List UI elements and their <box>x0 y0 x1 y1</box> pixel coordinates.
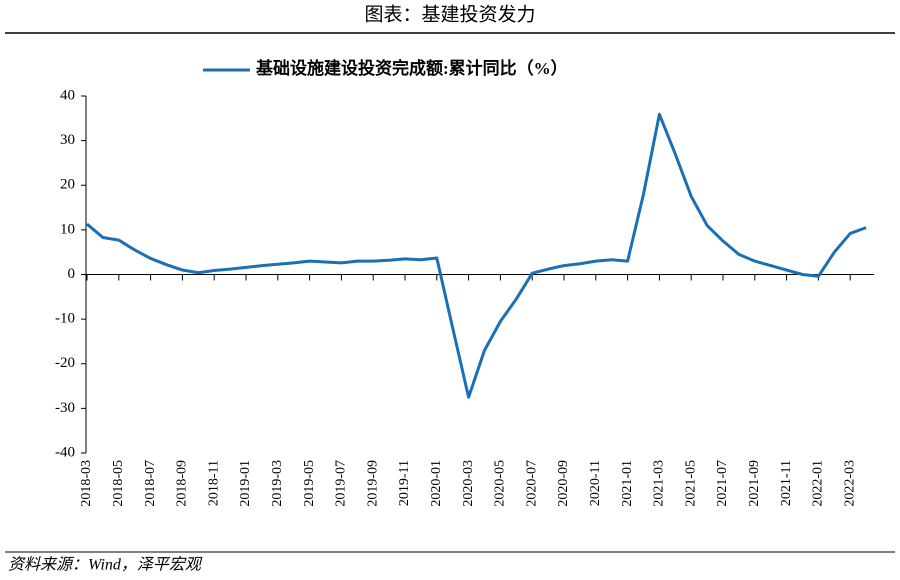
x-tick-label: 2018-05 <box>111 460 126 507</box>
y-tick-label: -40 <box>55 444 75 460</box>
x-tick-label: 2021-05 <box>683 460 698 507</box>
x-tick-label: 2019-01 <box>238 460 253 507</box>
x-tick-label: 2022-03 <box>842 460 857 507</box>
y-tick-label: 0 <box>68 266 76 282</box>
x-tick-label: 2021-01 <box>620 460 635 507</box>
source-note: 资料来源：Wind，泽平宏观 <box>8 556 203 574</box>
x-tick-label: 2018-07 <box>143 460 158 507</box>
y-tick-label: 40 <box>60 87 75 103</box>
x-tick-label: 2020-09 <box>556 460 571 507</box>
chart-title: 图表：基建投资发力 <box>364 3 535 25</box>
x-tick-label: 2021-09 <box>747 460 762 507</box>
y-tick-label: 30 <box>60 132 75 148</box>
x-tick-label: 2020-11 <box>588 460 603 506</box>
x-tick-label: 2020-07 <box>524 460 539 507</box>
x-tick-label: 2021-11 <box>779 460 794 506</box>
x-tick-label: 2018-11 <box>206 460 221 506</box>
x-tick-label: 2018-03 <box>79 460 94 507</box>
x-tick-label: 2020-05 <box>493 460 508 507</box>
series-line <box>86 112 867 399</box>
x-tick-label: 2020-03 <box>461 460 476 507</box>
x-tick-label: 2019-03 <box>270 460 285 507</box>
y-tick-label: 20 <box>60 177 75 193</box>
y-tick-label: -10 <box>55 311 75 327</box>
y-tick-label: -20 <box>55 355 75 371</box>
x-tick-label: 2019-09 <box>365 460 380 507</box>
y-tick-label: 10 <box>60 221 75 237</box>
legend-label: 基础设施建设投资完成额:累计同比（%） <box>255 58 568 78</box>
x-tick-label: 2021-07 <box>715 460 730 507</box>
x-tick-label: 2019-11 <box>397 460 412 506</box>
x-tick-label: 2021-03 <box>652 460 667 507</box>
x-tick-label: 2018-09 <box>175 460 190 507</box>
x-tick-label: 2020-01 <box>429 460 444 507</box>
x-tick-label: 2019-05 <box>302 460 317 507</box>
x-tick-label: 2022-01 <box>811 460 826 507</box>
y-tick-label: -30 <box>55 400 75 416</box>
x-tick-label: 2019-07 <box>334 460 349 507</box>
